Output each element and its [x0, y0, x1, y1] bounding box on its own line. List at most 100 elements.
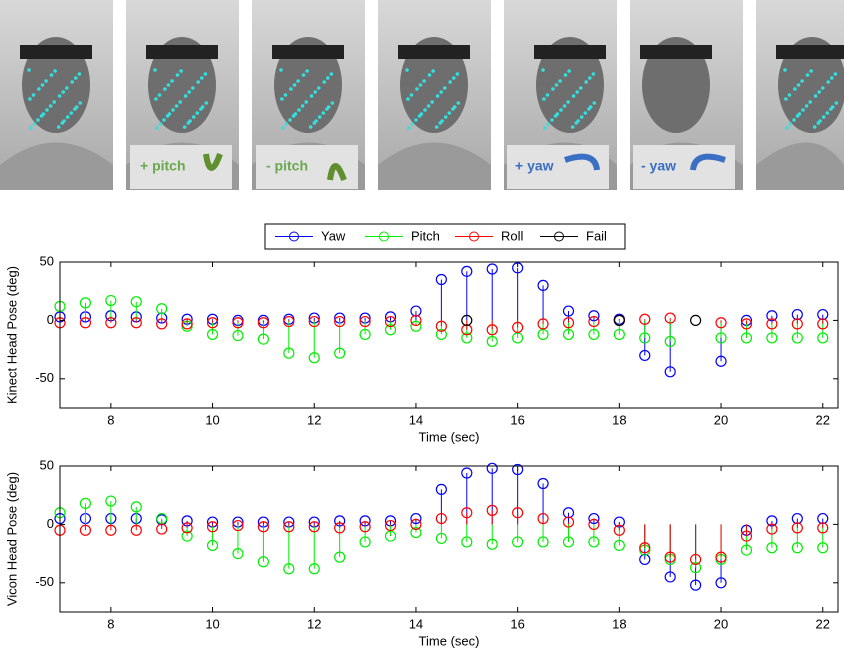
headband — [776, 45, 844, 59]
y-axis-label: Vicon Head Pose (deg) — [4, 472, 19, 606]
x-tick-label: 18 — [612, 616, 626, 631]
marker-dot — [551, 87, 555, 91]
marker-dot — [191, 86, 195, 90]
marker-dot — [584, 80, 588, 84]
marker-dot — [572, 94, 576, 98]
marker-dot — [279, 68, 283, 72]
marker-dot — [29, 126, 33, 130]
marker-dot — [201, 105, 205, 109]
marker-dot — [27, 68, 31, 72]
marker-dot — [579, 86, 583, 90]
chart: -50050810121416182022Time (sec)Vicon Hea… — [4, 457, 838, 648]
y-tick-label: -50 — [35, 370, 54, 385]
marker-dot — [457, 101, 461, 105]
x-tick-label: 18 — [612, 412, 626, 427]
marker-dot — [422, 79, 426, 83]
x-axis-label: Time (sec) — [419, 633, 480, 648]
marker-dot — [556, 112, 560, 116]
marker-dot — [589, 105, 593, 109]
marker-dot — [70, 80, 74, 84]
x-tick-label: 12 — [307, 616, 321, 631]
marker-dot — [809, 69, 813, 73]
marker-dot — [405, 68, 409, 72]
marker-dot — [153, 68, 157, 72]
marker-dot — [79, 101, 83, 105]
x-tick-label: 10 — [205, 412, 219, 427]
marker-dot — [575, 90, 579, 94]
marker-dot — [452, 76, 456, 80]
marker-dot — [443, 86, 447, 90]
marker-dot — [792, 118, 796, 122]
marker-dot — [163, 87, 167, 91]
x-tick-label: 16 — [510, 412, 524, 427]
marker-dot — [37, 87, 41, 91]
marker-dot — [318, 115, 322, 119]
marker-dot — [50, 73, 54, 77]
marker-dot — [293, 83, 297, 87]
marker-dot — [428, 73, 432, 77]
x-tick-label: 14 — [409, 412, 423, 427]
marker-dot — [576, 119, 580, 123]
marker-dot — [176, 73, 180, 77]
marker-dot — [431, 69, 435, 73]
x-tick-label: 20 — [714, 616, 728, 631]
marker-dot — [171, 108, 175, 112]
marker-dot — [801, 108, 805, 112]
marker-dot — [184, 94, 188, 98]
marker-dot — [301, 104, 305, 108]
marker-dot — [70, 111, 74, 115]
marker-dot — [444, 115, 448, 119]
marker-dot — [297, 108, 301, 112]
marker-dot — [53, 69, 57, 73]
headband — [640, 45, 712, 59]
marker-dot — [593, 101, 597, 105]
marker-dot — [435, 125, 439, 129]
marker-dot — [52, 100, 56, 104]
marker-dot — [834, 72, 838, 76]
marker-dot — [427, 104, 431, 108]
marker-dot — [175, 104, 179, 108]
marker-dot — [456, 72, 460, 76]
label-text: - pitch — [266, 158, 308, 174]
marker-dot — [414, 118, 418, 122]
marker-dot — [588, 76, 592, 80]
legend-label: Pitch — [411, 228, 440, 243]
marker-dot — [188, 119, 192, 123]
marker-dot — [302, 73, 306, 77]
marker-dot — [571, 125, 575, 129]
marker-dot — [42, 112, 46, 116]
marker-dot — [74, 76, 78, 80]
photo-label: + pitch — [130, 145, 232, 189]
marker-dot — [192, 115, 196, 119]
marker-dot — [448, 111, 452, 115]
y-tick-label: -50 — [35, 574, 54, 589]
marker-dot — [205, 101, 209, 105]
marker-dot — [806, 73, 810, 77]
marker-dot — [296, 79, 300, 83]
marker-dot — [541, 68, 545, 72]
marker-dot — [592, 72, 596, 76]
headband — [146, 45, 218, 59]
marker-dot — [310, 94, 314, 98]
marker-dot — [322, 80, 326, 84]
marker-dot — [289, 87, 293, 91]
marker-dot — [178, 100, 182, 104]
headband — [272, 45, 344, 59]
marker-dot — [183, 125, 187, 129]
marker-dot — [440, 119, 444, 123]
marker-dot — [204, 72, 208, 76]
marker-dot — [314, 119, 318, 123]
marker-dot — [330, 72, 334, 76]
marker-dot — [784, 97, 788, 101]
marker-dot — [821, 86, 825, 90]
legend-label: Yaw — [321, 228, 346, 243]
marker-dot — [813, 125, 817, 129]
x-tick-label: 10 — [205, 616, 219, 631]
marker-dot — [805, 104, 809, 108]
x-tick-label: 14 — [409, 616, 423, 631]
marker-dot — [783, 68, 787, 72]
marker-dot — [154, 97, 158, 101]
label-text: - yaw — [641, 158, 676, 174]
marker-dot — [831, 105, 835, 109]
y-axis-label: Kinect Head Pose (deg) — [4, 266, 19, 404]
